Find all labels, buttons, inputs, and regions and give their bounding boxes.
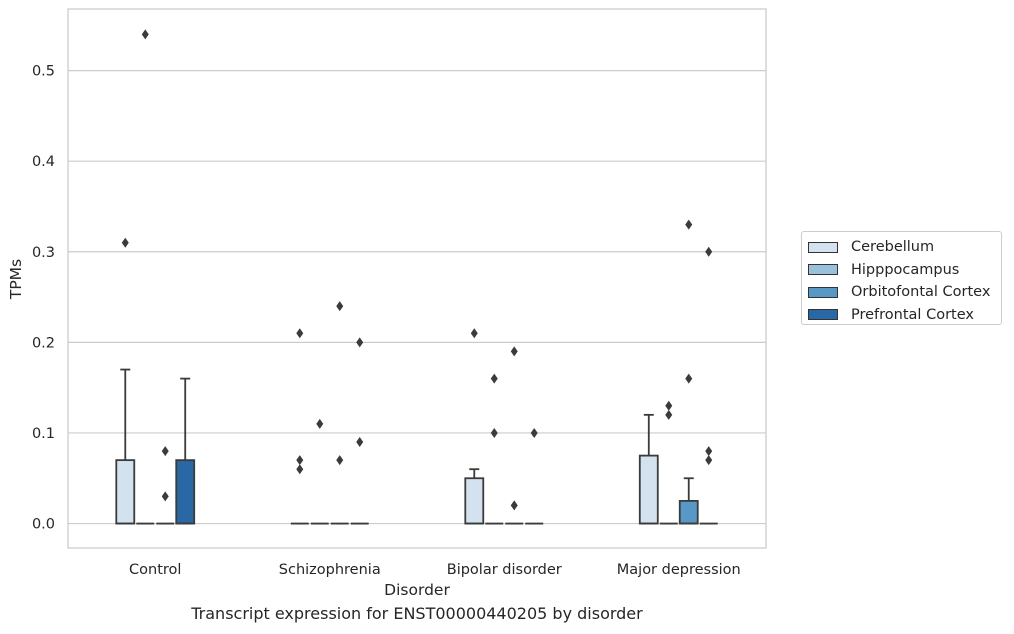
x-axis-ticks: Control Schizophrenia Bipolar disorder Majo… [129, 562, 741, 578]
box-orbitofontal-cortex-0 [156, 446, 175, 525]
outlier-point [470, 328, 478, 339]
outlier-point [705, 446, 713, 457]
legend-item: Hipppocampus [808, 259, 1001, 282]
x-tick-label: Bipolar disorder [447, 562, 562, 578]
outlier-point [665, 400, 673, 411]
outlier-point [530, 427, 538, 438]
box-body [175, 459, 196, 525]
box-hipppocampus-0 [136, 29, 155, 525]
outlier-point [356, 437, 364, 448]
legend-swatch [808, 264, 838, 276]
outlier-point [296, 464, 304, 475]
box-orbitofontal-cortex-3 [678, 219, 699, 525]
x-axis-label: Disorder [384, 581, 450, 599]
plot-area [67, 8, 767, 549]
legend-label: Prefrontal Cortex [851, 306, 974, 323]
y-tick-label: 0.2 [32, 335, 55, 351]
box-prefrontal-cortex-0 [175, 377, 196, 525]
box-prefrontal-cortex-1 [350, 337, 369, 525]
box-hipppocampus-2 [485, 373, 504, 525]
figure-caption: Transcript expression for ENST0000044020… [191, 604, 643, 623]
outlier-point [685, 219, 693, 230]
box-body [115, 459, 136, 525]
box-cerebellum-3 [638, 413, 659, 525]
outlier-point [316, 418, 324, 429]
legend: Cerebellum Hipppocampus Orbitofontal Corte… [801, 231, 1002, 325]
outlier-point [705, 455, 713, 466]
legend-label: Orbitofontal Cortex [851, 284, 991, 301]
outlier-point [296, 455, 304, 466]
y-axis-ticks: 0.0 0.1 0.2 0.3 0.4 0.5 [32, 64, 55, 533]
x-tick-label: Control [129, 562, 181, 578]
box-cerebellum-0 [115, 237, 136, 525]
box-body [638, 454, 659, 525]
legend-label: Cerebellum [851, 239, 935, 256]
legend-label: Hipppocampus [851, 261, 960, 278]
box-cerebellum-1 [290, 328, 309, 525]
box-hipppocampus-1 [310, 418, 329, 525]
legend-item: Prefrontal Cortex [808, 304, 1001, 327]
x-tick-label: Major depression [617, 562, 741, 578]
box-prefrontal-cortex-2 [525, 427, 544, 525]
box-cerebellum-2 [464, 328, 485, 525]
box-prefrontal-cortex-3 [699, 246, 718, 525]
box-orbitofontal-cortex-2 [505, 346, 524, 525]
outlier-point [336, 455, 344, 466]
outlier-point [121, 237, 129, 248]
legend-swatch [808, 241, 838, 253]
y-tick-label: 0.4 [32, 154, 55, 170]
outlier-point [510, 346, 518, 357]
box-hipppocampus-3 [659, 400, 678, 525]
x-tick-label: Schizophrenia [279, 562, 381, 578]
outlier-point [161, 446, 169, 457]
outlier-point [665, 409, 673, 420]
outlier-point [161, 491, 169, 502]
outlier-point [356, 337, 364, 348]
y-axis-label: TPMs [7, 259, 25, 300]
outlier-point [141, 29, 149, 40]
outlier-point [490, 373, 498, 384]
y-tick-label: 0.1 [32, 426, 55, 442]
box-body [464, 477, 485, 525]
boxes [115, 29, 718, 525]
outlier-point [705, 246, 713, 257]
y-tick-label: 0.3 [32, 245, 55, 261]
y-tick-label: 0.5 [32, 64, 55, 80]
legend-swatch [808, 286, 838, 298]
outlier-point [336, 301, 344, 312]
legend-item: Orbitofontal Cortex [808, 281, 1001, 304]
outlier-point [296, 328, 304, 339]
legend-swatch [808, 309, 838, 321]
box-body [678, 499, 699, 525]
outlier-point [490, 427, 498, 438]
outlier-point [510, 500, 518, 511]
box-orbitofontal-cortex-1 [330, 301, 349, 525]
outlier-point [685, 373, 693, 384]
y-tick-label: 0.0 [32, 517, 55, 533]
legend-item: Cerebellum [808, 236, 1001, 259]
